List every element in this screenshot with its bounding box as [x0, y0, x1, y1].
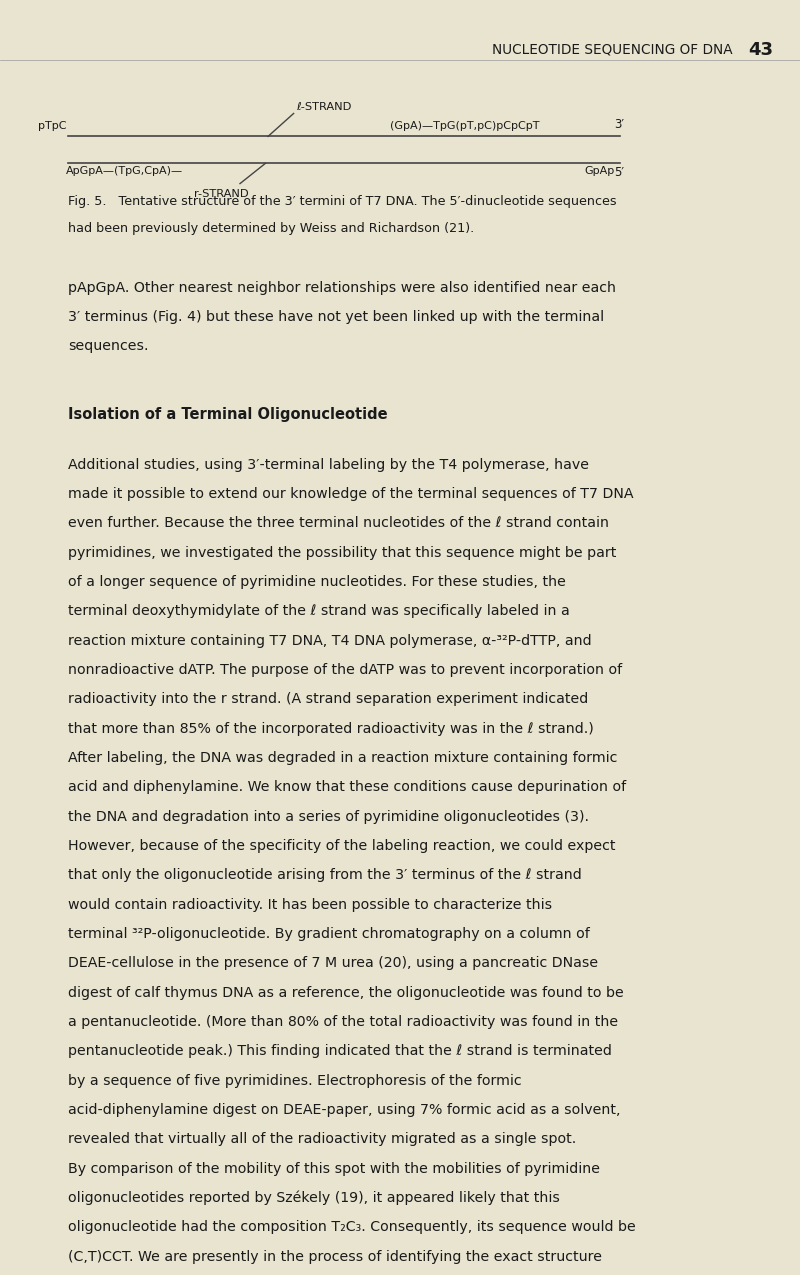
Text: DEAE-cellulose in the presence of 7 M urea (20), using a pancreatic DNase: DEAE-cellulose in the presence of 7 M ur… [68, 956, 598, 970]
Text: would contain radioactivity. It has been possible to characterize this: would contain radioactivity. It has been… [68, 898, 552, 912]
Text: ℓ-STRAND: ℓ-STRAND [296, 102, 351, 112]
Text: 43: 43 [748, 41, 773, 59]
Text: acid and diphenylamine. We know that these conditions cause depurination of: acid and diphenylamine. We know that the… [68, 780, 626, 794]
Text: Additional studies, using 3′-terminal labeling by the T4 polymerase, have: Additional studies, using 3′-terminal la… [68, 458, 589, 472]
Text: by a sequence of five pyrimidines. Electrophoresis of the formic: by a sequence of five pyrimidines. Elect… [68, 1074, 522, 1088]
Text: ApGpA—(TpG,CpA)—: ApGpA—(TpG,CpA)— [66, 166, 183, 176]
Text: oligonucleotides reported by Székely (19), it appeared likely that this: oligonucleotides reported by Székely (19… [68, 1191, 560, 1205]
Text: pyrimidines, we investigated the possibility that this sequence might be part: pyrimidines, we investigated the possibi… [68, 546, 616, 560]
Text: 5′: 5′ [614, 166, 624, 178]
Text: By comparison of the mobility of this spot with the mobilities of pyrimidine: By comparison of the mobility of this sp… [68, 1162, 600, 1176]
Text: radioactivity into the r strand. (A strand separation experiment indicated: radioactivity into the r strand. (A stra… [68, 692, 588, 706]
Text: sequences.: sequences. [68, 339, 149, 353]
Text: made it possible to extend our knowledge of the terminal sequences of T7 DNA: made it possible to extend our knowledge… [68, 487, 634, 501]
Text: After labeling, the DNA was degraded in a reaction mixture containing formic: After labeling, the DNA was degraded in … [68, 751, 618, 765]
Text: GpAp: GpAp [584, 166, 614, 176]
Text: 3′: 3′ [614, 119, 624, 131]
Text: pTpC: pTpC [38, 121, 66, 131]
Text: digest of calf thymus DNA as a reference, the oligonucleotide was found to be: digest of calf thymus DNA as a reference… [68, 986, 624, 1000]
Text: of a longer sequence of pyrimidine nucleotides. For these studies, the: of a longer sequence of pyrimidine nucle… [68, 575, 566, 589]
Text: terminal ³²P-oligonucleotide. By gradient chromatography on a column of: terminal ³²P-oligonucleotide. By gradien… [68, 927, 590, 941]
Text: r-STRAND: r-STRAND [194, 189, 249, 199]
Text: the DNA and degradation into a series of pyrimidine oligonucleotides (3).: the DNA and degradation into a series of… [68, 810, 589, 824]
Text: pApGpA. Other nearest neighbor relationships were also identified near each: pApGpA. Other nearest neighbor relations… [68, 280, 616, 295]
Text: NUCLEOTIDE SEQUENCING OF DNA: NUCLEOTIDE SEQUENCING OF DNA [492, 43, 733, 56]
Text: that only the oligonucleotide arising from the 3′ terminus of the ℓ strand: that only the oligonucleotide arising fr… [68, 868, 582, 882]
Text: 3′ terminus (Fig. 4) but these have not yet been linked up with the terminal: 3′ terminus (Fig. 4) but these have not … [68, 310, 604, 324]
Text: nonradioactive dATP. The purpose of the dATP was to prevent incorporation of: nonradioactive dATP. The purpose of the … [68, 663, 622, 677]
Text: (C,T)CCT. We are presently in the process of identifying the exact structure: (C,T)CCT. We are presently in the proces… [68, 1250, 602, 1264]
Text: (GpA)—TpG(pT,pC)pCpCpT: (GpA)—TpG(pT,pC)pCpCpT [390, 121, 540, 131]
Text: even further. Because the three terminal nucleotides of the ℓ strand contain: even further. Because the three terminal… [68, 516, 609, 530]
Text: had been previously determined by Weiss and Richardson (21).: had been previously determined by Weiss … [68, 222, 474, 235]
Text: that more than 85% of the incorporated radioactivity was in the ℓ strand.): that more than 85% of the incorporated r… [68, 722, 594, 736]
Text: terminal deoxythymidylate of the ℓ strand was specifically labeled in a: terminal deoxythymidylate of the ℓ stran… [68, 604, 570, 618]
Text: pentanucleotide peak.) This finding indicated that the ℓ strand is terminated: pentanucleotide peak.) This finding indi… [68, 1044, 612, 1058]
Text: reaction mixture containing T7 DNA, T4 DNA polymerase, α-³²P-dTTP, and: reaction mixture containing T7 DNA, T4 D… [68, 634, 592, 648]
Text: Isolation of a Terminal Oligonucleotide: Isolation of a Terminal Oligonucleotide [68, 407, 388, 422]
Text: acid-diphenylamine digest on DEAE-paper, using 7% formic acid as a solvent,: acid-diphenylamine digest on DEAE-paper,… [68, 1103, 621, 1117]
Text: oligonucleotide had the composition T₂C₃. Consequently, its sequence would be: oligonucleotide had the composition T₂C₃… [68, 1220, 636, 1234]
Text: a pentanucleotide. (More than 80% of the total radioactivity was found in the: a pentanucleotide. (More than 80% of the… [68, 1015, 618, 1029]
Text: revealed that virtually all of the radioactivity migrated as a single spot.: revealed that virtually all of the radio… [68, 1132, 576, 1146]
Text: Fig. 5.   Tentative structure of the 3′ termini of T7 DNA. The 5′-dinucleotide s: Fig. 5. Tentative structure of the 3′ te… [68, 195, 617, 208]
Text: However, because of the specificity of the labeling reaction, we could expect: However, because of the specificity of t… [68, 839, 615, 853]
